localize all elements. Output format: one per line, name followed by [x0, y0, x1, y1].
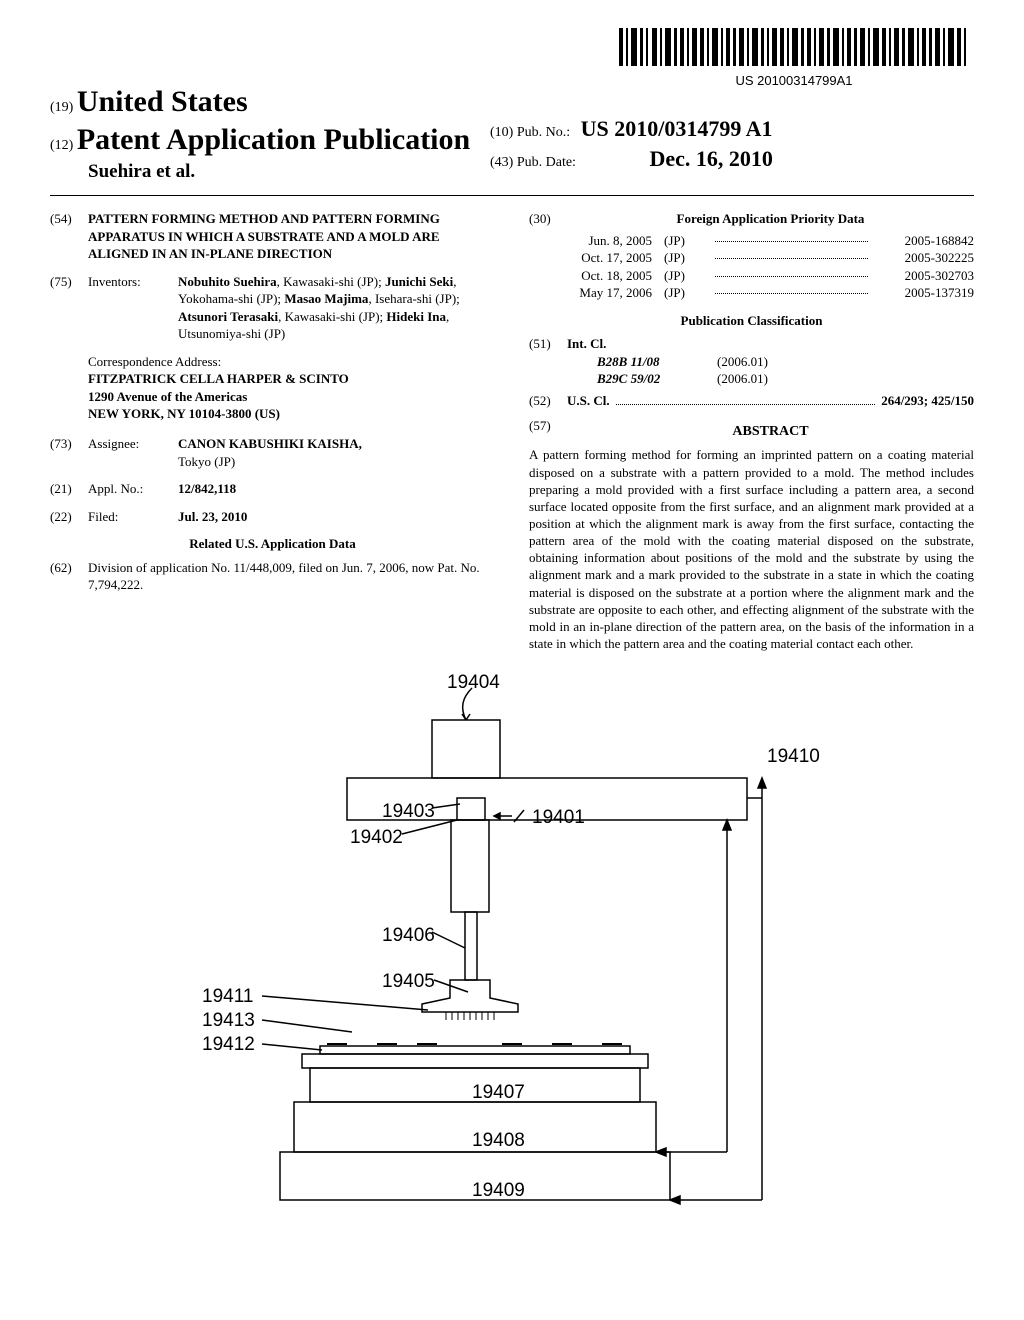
- figure-label: 19404: [447, 672, 500, 694]
- applno-label: Appl. No.:: [88, 480, 178, 498]
- pubno-label: Pub. No.:: [517, 125, 570, 140]
- code-19: (19): [50, 100, 73, 115]
- intcl-row: B28B 11/08(2006.01): [529, 353, 974, 371]
- header-right: (10) Pub. No.: US 2010/0314799 A1 (43) P…: [490, 116, 773, 172]
- publication-date: Dec. 16, 2010: [649, 146, 772, 171]
- figure-label: 19408: [472, 1130, 525, 1152]
- inventors-text: Nobuhito Suehira, Kawasaki-shi (JP); Jun…: [178, 273, 495, 343]
- code-22: (22): [50, 508, 88, 526]
- header-rule: [50, 195, 974, 196]
- country: United States: [77, 85, 248, 118]
- code-10: (10): [490, 125, 513, 140]
- right-column: (30) Foreign Application Priority Data J…: [529, 210, 974, 652]
- figure-label: 19401: [532, 807, 585, 829]
- title-field: (54) PATTERN FORMING METHOD AND PATTERN …: [50, 210, 495, 263]
- barcode-block: US 20100314799A1: [619, 28, 969, 88]
- code-43: (43): [490, 155, 513, 170]
- code-52: (52): [529, 392, 567, 410]
- foreign-heading: Foreign Application Priority Data: [567, 210, 974, 228]
- barcode-svg: [619, 28, 969, 66]
- related-heading: Related U.S. Application Data: [50, 535, 495, 553]
- foreign-heading-row: (30) Foreign Application Priority Data: [529, 210, 974, 228]
- figure-label: 19411: [202, 986, 253, 1008]
- code-21: (21): [50, 480, 88, 498]
- priority-row: Oct. 18, 2005(JP)2005-302703: [529, 267, 974, 285]
- abstract-text: A pattern forming method for forming an …: [529, 446, 974, 652]
- code-75: (75): [50, 273, 88, 343]
- dots: [616, 395, 876, 405]
- publication-number: US 2010/0314799 A1: [581, 116, 773, 141]
- correspondence: Correspondence Address: FITZPATRICK CELL…: [88, 353, 495, 423]
- priority-row: Oct. 17, 2005(JP)2005-302225: [529, 249, 974, 267]
- assignee-name: CANON KABUSHIKI KAISHA,: [178, 436, 362, 451]
- uscl-label: U.S. Cl.: [567, 393, 610, 408]
- figure-label: 19405: [382, 971, 435, 993]
- correspondence-addr1: 1290 Avenue of the Americas: [88, 388, 495, 406]
- figure: 19401 19402 19403 19404 19405 19406 19407 19408…: [172, 670, 852, 1240]
- code-73: (73): [50, 435, 88, 470]
- code-30: (30): [529, 210, 567, 228]
- code-57: (57): [529, 417, 567, 446]
- figure-label: 19412: [202, 1034, 255, 1056]
- correspondence-label: Correspondence Address:: [88, 353, 495, 371]
- intcl-row: B29C 59/02(2006.01): [529, 370, 974, 388]
- figure-label: 19410: [767, 746, 820, 768]
- figure-label: 19407: [472, 1082, 525, 1104]
- correspondence-addr2: NEW YORK, NY 10104-3800 (US): [88, 405, 495, 423]
- related-text: Division of application No. 11/448,009, …: [88, 559, 495, 594]
- correspondence-name: FITZPATRICK CELLA HARPER & SCINTO: [88, 370, 495, 388]
- code-51: (51): [529, 335, 567, 353]
- uscl-codes: 264/293; 425/150: [881, 392, 974, 410]
- publication-type: Patent Application Publication: [77, 123, 470, 156]
- priority-row: May 17, 2006(JP)2005-137319: [529, 284, 974, 302]
- code-62: (62): [50, 559, 88, 594]
- title-text: PATTERN FORMING METHOD AND PATTERN FORMI…: [88, 210, 495, 263]
- figure-label: 19403: [382, 801, 435, 823]
- code-54: (54): [50, 210, 88, 263]
- columns: (54) PATTERN FORMING METHOD AND PATTERN …: [50, 210, 974, 652]
- assignee-loc: Tokyo (JP): [178, 454, 235, 469]
- filed-value: Jul. 23, 2010: [178, 509, 247, 524]
- assignee-text: CANON KABUSHIKI KAISHA, Tokyo (JP): [178, 435, 495, 470]
- pubdate-label: Pub. Date:: [517, 155, 576, 170]
- assignee-field: (73) Assignee: CANON KABUSHIKI KAISHA, T…: [50, 435, 495, 470]
- left-column: (54) PATTERN FORMING METHOD AND PATTERN …: [50, 210, 495, 652]
- intcl-label: Int. Cl.: [567, 336, 606, 351]
- inventors-field: (75) Inventors: Nobuhito Suehira, Kawasa…: [50, 273, 495, 343]
- priority-row: Jun. 8, 2005(JP)2005-168842: [529, 232, 974, 250]
- applno-field: (21) Appl. No.: 12/842,118: [50, 480, 495, 498]
- priority-table: Jun. 8, 2005(JP)2005-168842Oct. 17, 2005…: [529, 232, 974, 302]
- classification-block: (51) Int. Cl. B28B 11/08(2006.01)B29C 59…: [529, 335, 974, 409]
- figure-label: 19406: [382, 925, 435, 947]
- code-12: (12): [50, 138, 73, 153]
- related-field: (62) Division of application No. 11/448,…: [50, 559, 495, 594]
- figure-label: 19402: [350, 827, 403, 849]
- figure-label: 19409: [472, 1180, 525, 1202]
- filed-field: (22) Filed: Jul. 23, 2010: [50, 508, 495, 526]
- figure-svg: [172, 670, 852, 1240]
- assignee-label: Assignee:: [88, 435, 178, 470]
- barcode-text: US 20100314799A1: [619, 73, 969, 88]
- abstract-heading: ABSTRACT: [567, 423, 974, 442]
- inventors-label: Inventors:: [88, 273, 178, 343]
- figure-label: 19413: [202, 1010, 255, 1032]
- filed-label: Filed:: [88, 508, 178, 526]
- classification-heading: Publication Classification: [529, 312, 974, 330]
- applno-value: 12/842,118: [178, 481, 236, 496]
